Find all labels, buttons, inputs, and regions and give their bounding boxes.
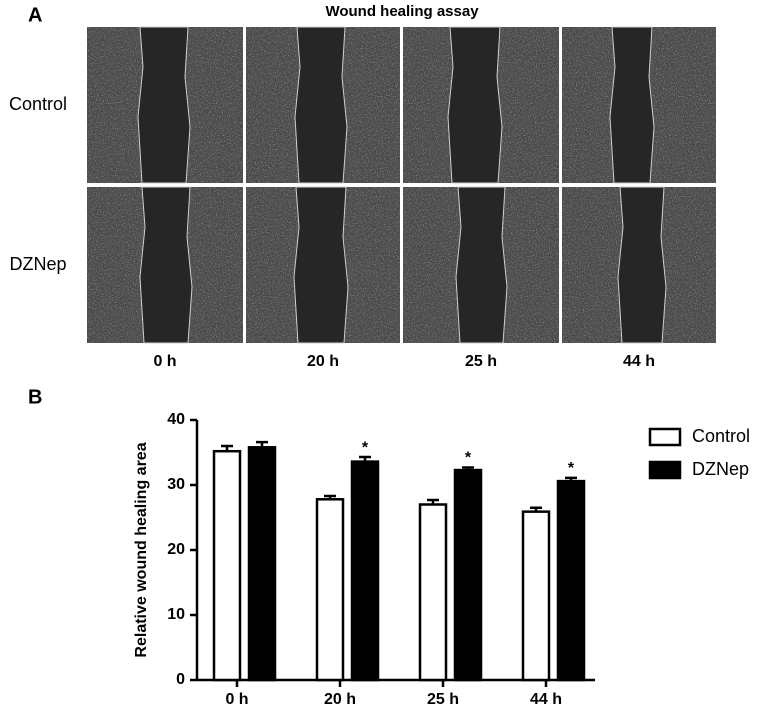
wound-gap (455, 186, 508, 344)
micrograph-grid (87, 26, 716, 344)
legend-label: DZNep (692, 459, 749, 479)
error-bar (359, 455, 371, 462)
x-tick-label: 0 h (225, 691, 248, 708)
error-bar (427, 498, 439, 505)
significance-marker: * (465, 450, 472, 467)
row-label: Control (9, 94, 67, 114)
y-tick-label: 20 (167, 541, 185, 558)
wound-gap (294, 26, 348, 184)
legend-swatch (648, 460, 682, 480)
column-label: 20 h (307, 353, 339, 370)
y-tick-label: 30 (167, 476, 185, 493)
error-bar (530, 506, 542, 512)
column-label: 25 h (465, 353, 497, 370)
y-axis-label: Relative wound healing area (133, 442, 150, 657)
panel-label: A (28, 4, 42, 26)
error-bar (324, 494, 336, 500)
panel-label: B (28, 386, 42, 408)
wound-gap (137, 26, 191, 184)
x-tick-label: 20 h (324, 691, 356, 708)
y-tick-label: 10 (167, 606, 185, 623)
x-tick-label: 25 h (427, 691, 459, 708)
bar (556, 479, 586, 682)
panel-title: Wound healing assay (325, 3, 479, 20)
legend-label: Control (692, 426, 750, 446)
error-bar (565, 476, 577, 482)
bar (212, 449, 242, 682)
wound-gap (293, 186, 349, 344)
legend-swatch (648, 427, 682, 447)
wound-gap (617, 186, 667, 344)
wound-gap (447, 26, 503, 184)
row-label: DZNep (9, 254, 66, 274)
error-bar (221, 444, 233, 452)
x-tick-label: 44 h (530, 691, 562, 708)
bar (453, 468, 483, 682)
bar (418, 503, 448, 682)
bar (350, 460, 380, 682)
column-label: 0 h (153, 353, 176, 370)
wound-gap (609, 26, 655, 184)
significance-marker: * (362, 439, 369, 456)
column-label: 44 h (623, 353, 655, 370)
wound-gap (139, 186, 193, 344)
bar (521, 510, 551, 682)
y-tick-label: 0 (176, 671, 185, 688)
bar (247, 446, 277, 682)
error-bar (256, 440, 268, 448)
bar (315, 498, 345, 682)
y-tick-label: 40 (167, 411, 185, 428)
significance-marker: * (568, 460, 575, 477)
error-bar (462, 466, 474, 471)
